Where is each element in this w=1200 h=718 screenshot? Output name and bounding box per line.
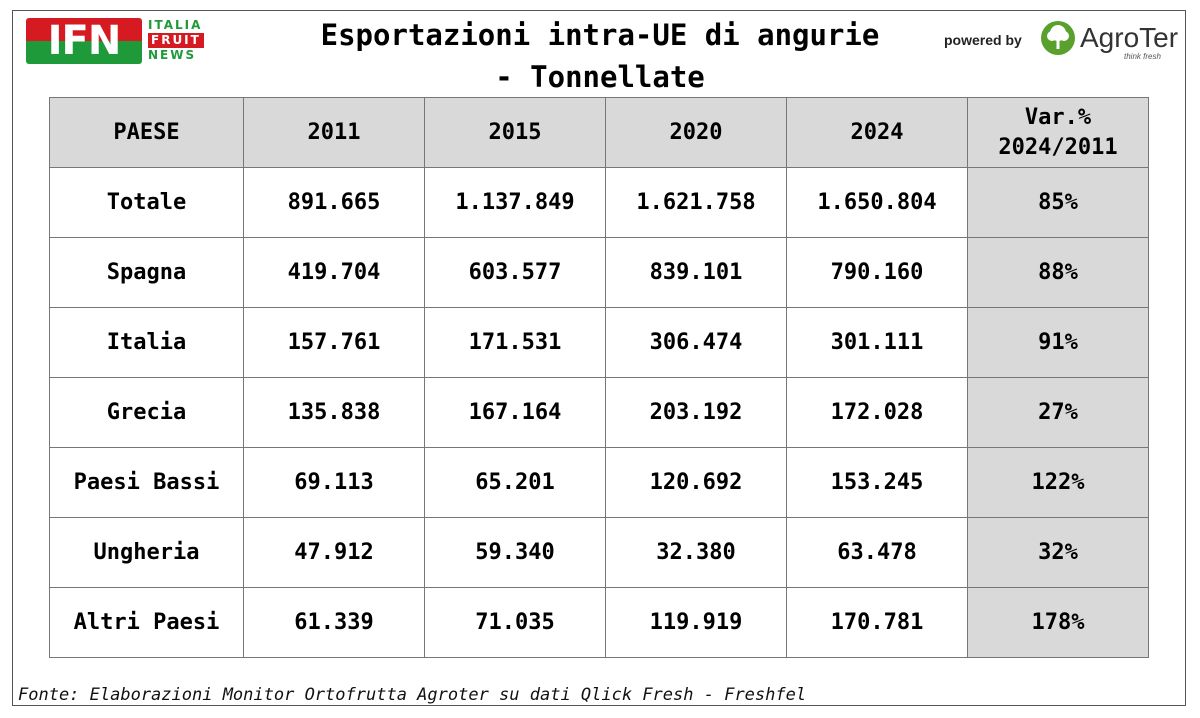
table-row: Totale 891.665 1.137.849 1.621.758 1.650…: [49, 167, 1149, 238]
header-2020: 2020: [605, 97, 787, 168]
cell-var: 178%: [967, 587, 1149, 658]
cell-2011: 47.912: [243, 517, 425, 588]
source-note: Fonte: Elaborazioni Monitor Ortofrutta A…: [18, 685, 807, 705]
cell-2015: 167.164: [424, 377, 606, 448]
cell-2024: 1.650.804: [786, 167, 968, 238]
cell-2024: 170.781: [786, 587, 968, 658]
header-2011: 2011: [243, 97, 425, 168]
cell-2011: 419.704: [243, 237, 425, 308]
header-var: Var.% 2024/2011: [967, 97, 1149, 168]
title-line-2: - Tonnellate: [495, 60, 705, 94]
agroter-tree-icon: [1041, 21, 1075, 55]
cell-paese: Italia: [49, 307, 244, 378]
ifn-word-news: NEWS: [148, 48, 197, 62]
ifn-word-fruit: FRUIT: [148, 33, 204, 48]
header-2024: 2024: [786, 97, 968, 168]
agroter-tagline: think fresh: [1124, 52, 1161, 61]
cell-var: 88%: [967, 237, 1149, 308]
header-paese: PAESE: [49, 97, 244, 168]
table-row: Grecia 135.838 167.164 203.192 172.028 2…: [49, 377, 1149, 448]
cell-var: 27%: [967, 377, 1149, 448]
cell-2020: 120.692: [605, 447, 787, 518]
title-line-1: Esportazioni intra-UE di angurie: [320, 18, 880, 52]
table-header-row: PAESE 2011 2015 2020 2024 Var.% 2024/201…: [49, 97, 1149, 168]
cell-2011: 61.339: [243, 587, 425, 658]
cell-2024: 172.028: [786, 377, 968, 448]
cell-paese: Totale: [49, 167, 244, 238]
cell-var: 32%: [967, 517, 1149, 588]
cell-2015: 59.340: [424, 517, 606, 588]
cell-var: 122%: [967, 447, 1149, 518]
page-frame: [12, 10, 1186, 706]
cell-paese: Grecia: [49, 377, 244, 448]
cell-2011: 891.665: [243, 167, 425, 238]
cell-2020: 306.474: [605, 307, 787, 378]
cell-paese: Ungheria: [49, 517, 244, 588]
cell-2020: 119.919: [605, 587, 787, 658]
cell-var: 85%: [967, 167, 1149, 238]
exports-table: PAESE 2011 2015 2020 2024 Var.% 2024/201…: [49, 97, 1149, 658]
cell-2015: 1.137.849: [424, 167, 606, 238]
cell-2015: 65.201: [424, 447, 606, 518]
cell-2011: 135.838: [243, 377, 425, 448]
cell-2020: 1.621.758: [605, 167, 787, 238]
powered-by-label: powered by: [944, 32, 1022, 48]
cell-paese: Spagna: [49, 237, 244, 308]
cell-2024: 153.245: [786, 447, 968, 518]
ifn-logo-text: IFN: [47, 18, 122, 64]
ifn-logo-mark: IFN: [26, 18, 142, 64]
table-row: Italia 157.761 171.531 306.474 301.111 9…: [49, 307, 1149, 378]
italia-fruit-news-logo: IFN ITALIA FRUIT NEWS: [26, 18, 226, 66]
table-row: Altri Paesi 61.339 71.035 119.919 170.78…: [49, 587, 1149, 658]
ifn-word-italia: ITALIA: [148, 18, 203, 32]
cell-2020: 203.192: [605, 377, 787, 448]
cell-2015: 171.531: [424, 307, 606, 378]
cell-paese: Paesi Bassi: [49, 447, 244, 518]
cell-2015: 603.577: [424, 237, 606, 308]
agroter-brand-name: AgroTer: [1080, 22, 1179, 53]
table-row: Ungheria 47.912 59.340 32.380 63.478 32%: [49, 517, 1149, 588]
cell-var: 91%: [967, 307, 1149, 378]
cell-2020: 32.380: [605, 517, 787, 588]
table-row: Spagna 419.704 603.577 839.101 790.160 8…: [49, 237, 1149, 308]
cell-2011: 157.761: [243, 307, 425, 378]
cell-2024: 301.111: [786, 307, 968, 378]
page-title: Esportazioni intra-UE di angurie - Tonne…: [290, 14, 910, 98]
header-2015: 2015: [424, 97, 606, 168]
ifn-logo-words: ITALIA FRUIT NEWS: [148, 18, 228, 66]
cell-paese: Altri Paesi: [49, 587, 244, 658]
cell-2011: 69.113: [243, 447, 425, 518]
cell-2024: 790.160: [786, 237, 968, 308]
cell-2020: 839.101: [605, 237, 787, 308]
cell-2024: 63.478: [786, 517, 968, 588]
cell-2015: 71.035: [424, 587, 606, 658]
table-row: Paesi Bassi 69.113 65.201 120.692 153.24…: [49, 447, 1149, 518]
